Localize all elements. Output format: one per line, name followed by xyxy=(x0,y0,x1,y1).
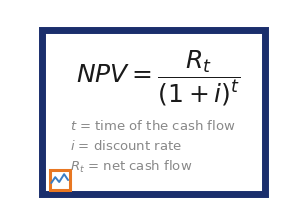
Text: $t$ = time of the cash flow: $t$ = time of the cash flow xyxy=(70,119,236,133)
Text: $R_t$ = net cash flow: $R_t$ = net cash flow xyxy=(70,159,192,175)
FancyBboxPatch shape xyxy=(50,170,70,190)
FancyBboxPatch shape xyxy=(42,30,266,194)
Text: $i$ = discount rate: $i$ = discount rate xyxy=(70,139,182,153)
Text: $\mathit{NPV} = \dfrac{R_t}{(1+i)^t}$: $\mathit{NPV} = \dfrac{R_t}{(1+i)^t}$ xyxy=(76,48,241,108)
